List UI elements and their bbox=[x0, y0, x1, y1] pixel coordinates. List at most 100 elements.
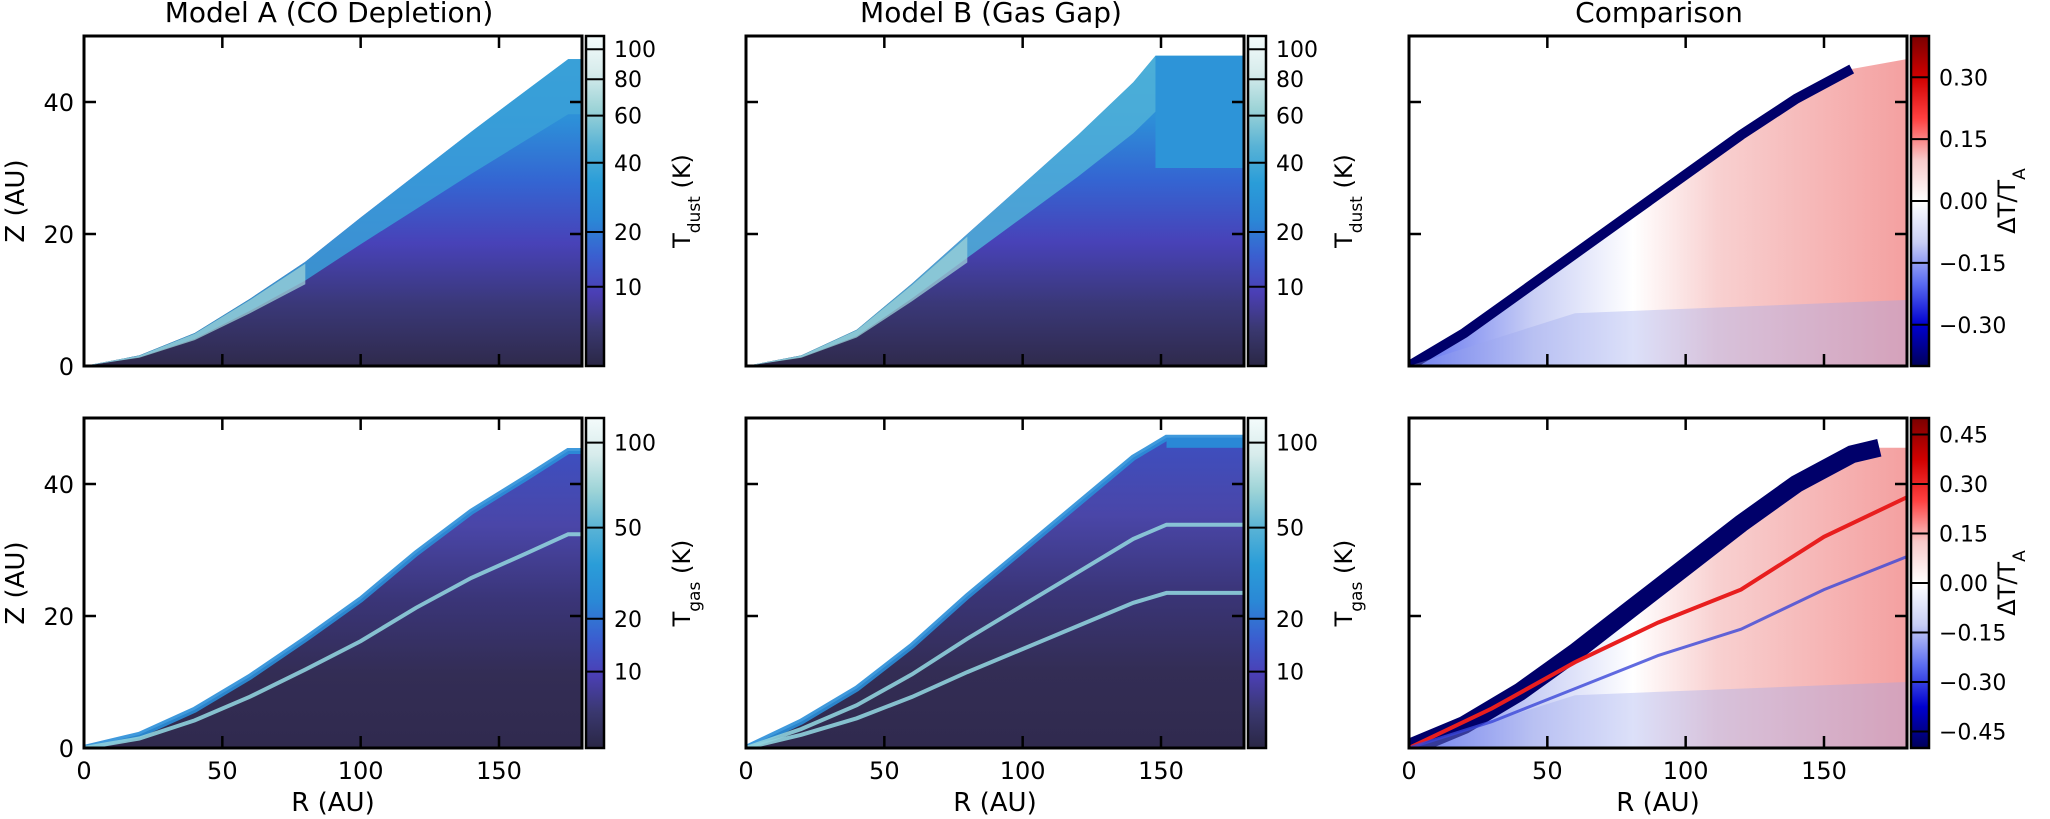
colorbar-tick-label: 0.00 bbox=[1939, 572, 1988, 597]
colorbar-tick-label: 100 bbox=[614, 38, 656, 63]
y-axis-label: Z (AU) bbox=[1, 541, 31, 624]
colorbar-tick-label: 80 bbox=[614, 68, 642, 93]
title-comparison: Comparison bbox=[1575, 0, 1743, 29]
panel-gas_a: 0 50 100 150 0 20 40 R (AU) Z (AU) 10 20 50 100 Tgas … bbox=[1, 416, 705, 818]
colorbar-tick-label: 10 bbox=[1276, 661, 1304, 686]
colorbar-tick-label: 100 bbox=[1276, 38, 1318, 63]
colorbar-label: Tgas (K) bbox=[668, 540, 705, 628]
colorbar-label: Tdust (K) bbox=[668, 154, 705, 249]
plot-frame bbox=[1407, 34, 1909, 368]
title-model-a: Model A (CO Depletion) bbox=[164, 0, 494, 29]
colorbar-dust_b: 10 20 40 60 80 100 Tdust (K) bbox=[1246, 34, 1367, 368]
x-tick-label: 100 bbox=[1000, 757, 1046, 785]
flat-top-region bbox=[1155, 55, 1244, 168]
x-tick-label: 50 bbox=[869, 757, 900, 785]
colorbar-frame bbox=[584, 416, 606, 750]
disk-field bbox=[84, 451, 582, 748]
y-tick-label: 20 bbox=[43, 221, 74, 249]
warm-surface-layer bbox=[746, 55, 1244, 366]
colorbar-tick-label: 20 bbox=[1276, 221, 1304, 246]
plot-frame bbox=[82, 34, 584, 368]
blue-ridge bbox=[1409, 555, 1907, 748]
warm-surface-layer bbox=[84, 59, 582, 366]
colorbar-tick-label: 0.30 bbox=[1939, 473, 1988, 498]
colorbar-label: Tdust (K) bbox=[1330, 154, 1367, 249]
x-axis-label: R (AU) bbox=[291, 788, 374, 818]
plot-area-gas_b bbox=[746, 434, 1244, 748]
colorbar-tick-label: 0.00 bbox=[1939, 190, 1988, 215]
plot-frame bbox=[82, 416, 584, 750]
colorbar-tick-label: 20 bbox=[614, 221, 642, 246]
panel-dust_diff: −0.30 −0.15 0.00 0.15 0.30 ΔT/TA bbox=[1407, 34, 2030, 368]
x-tick-label: 100 bbox=[338, 757, 384, 785]
surface-edge bbox=[84, 448, 582, 748]
plot-area-gas_diff bbox=[1409, 438, 1907, 748]
colorbar-label: Tgas (K) bbox=[1330, 540, 1367, 628]
panel-gas_b: 0 50 100 150 R (AU) 10 20 50 100 Tgas (K) bbox=[738, 416, 1367, 818]
x-tick-label: 150 bbox=[1138, 757, 1184, 785]
colorbar-tick-label: 10 bbox=[1276, 276, 1304, 301]
hot-ridge-upper bbox=[746, 522, 1244, 748]
plot-area-dust_diff bbox=[1409, 59, 1907, 366]
colorbar-frame bbox=[584, 34, 606, 368]
colorbar-tick-label: 40 bbox=[1276, 152, 1304, 177]
colorbar-gradient bbox=[586, 418, 604, 748]
colorbar-tick-label: 60 bbox=[1276, 105, 1304, 130]
colorbar-tick-label: 10 bbox=[614, 661, 642, 686]
colorbar-tick-label: 50 bbox=[614, 517, 642, 542]
plot-frame bbox=[744, 416, 1246, 750]
disk-field bbox=[746, 437, 1244, 748]
colorbar-tick-label: 50 bbox=[1276, 517, 1304, 542]
panel-gas_diff: 0 50 100 150 R (AU) −0.45 −0.30 −0.15 0.00 0.15 0.… bbox=[1401, 416, 2030, 818]
colorbar-tick-label: 0.30 bbox=[1939, 66, 1988, 91]
colorbar-dust_diff: −0.30 −0.15 0.00 0.15 0.30 ΔT/TA bbox=[1909, 34, 2030, 368]
colorbar-tick-label: 100 bbox=[614, 432, 656, 457]
colorbar-tick-label: 0.45 bbox=[1939, 424, 1988, 449]
x-axis-label: R (AU) bbox=[953, 788, 1036, 818]
colorbar-tick-label: 80 bbox=[1276, 68, 1304, 93]
colorbar-tick-label: −0.30 bbox=[1939, 314, 2006, 339]
y-tick-label: 40 bbox=[43, 471, 74, 499]
colorbar-label: ΔT/TA bbox=[1993, 550, 2030, 616]
colorbar-tick-label: 10 bbox=[614, 276, 642, 301]
colorbar-gas_b: 10 20 50 100 Tgas (K) bbox=[1246, 416, 1367, 750]
colorbar-tick-label: −0.30 bbox=[1939, 671, 2006, 696]
y-axis-label: Z (AU) bbox=[1, 159, 31, 242]
plot-frame bbox=[744, 34, 1246, 368]
plot-area-dust_a bbox=[84, 59, 582, 366]
hot-ridge-upper bbox=[84, 532, 582, 748]
surface-edge bbox=[746, 434, 1244, 748]
x-tick-label: 0 bbox=[76, 757, 91, 785]
colorbar-tick-label: 0.15 bbox=[1939, 128, 1988, 153]
x-axis-label: R (AU) bbox=[1616, 788, 1699, 818]
inner-blue-region bbox=[1409, 300, 1907, 366]
red-ridge bbox=[1409, 495, 1907, 748]
colorbar-dust_a: 10 20 40 60 80 100 Tdust (K) bbox=[584, 34, 705, 368]
colorbar-gradient bbox=[586, 36, 604, 366]
panel-dust_a: 0 20 40 Z (AU) 10 20 40 60 80 100 Tdust (K) bbox=[1, 34, 705, 381]
colorbar-tick-label: 100 bbox=[1276, 432, 1318, 457]
x-tick-label: 100 bbox=[1663, 757, 1709, 785]
panel-dust_b: 10 20 40 60 80 100 Tdust (K) bbox=[744, 34, 1367, 368]
colorbar-tick-label: 0.15 bbox=[1939, 523, 1988, 548]
colorbar-tick-label: 60 bbox=[614, 105, 642, 130]
colorbar-gradient bbox=[1248, 418, 1266, 748]
plot-frame bbox=[1407, 416, 1909, 750]
x-tick-label: 150 bbox=[1801, 757, 1847, 785]
colorbar-tick-label: 20 bbox=[614, 608, 642, 633]
x-tick-label: 0 bbox=[738, 757, 753, 785]
y-tick-label: 0 bbox=[59, 353, 74, 381]
x-tick-label: 50 bbox=[207, 757, 238, 785]
inner-blue-region bbox=[1409, 682, 1907, 748]
colorbar-gas_a: 10 20 50 100 Tgas (K) bbox=[584, 416, 705, 750]
colorbar-frame bbox=[1246, 34, 1268, 368]
plot-area-dust_b bbox=[746, 55, 1244, 366]
edge-band bbox=[1409, 64, 1855, 366]
colorbar-label: ΔT/TA bbox=[1993, 168, 2030, 234]
colorbar-gradient bbox=[1248, 36, 1266, 366]
flat-top-region bbox=[1166, 437, 1244, 448]
colorbar-tick-label: 40 bbox=[614, 152, 642, 177]
x-tick-label: 0 bbox=[1401, 757, 1416, 785]
disk-field bbox=[84, 59, 582, 366]
